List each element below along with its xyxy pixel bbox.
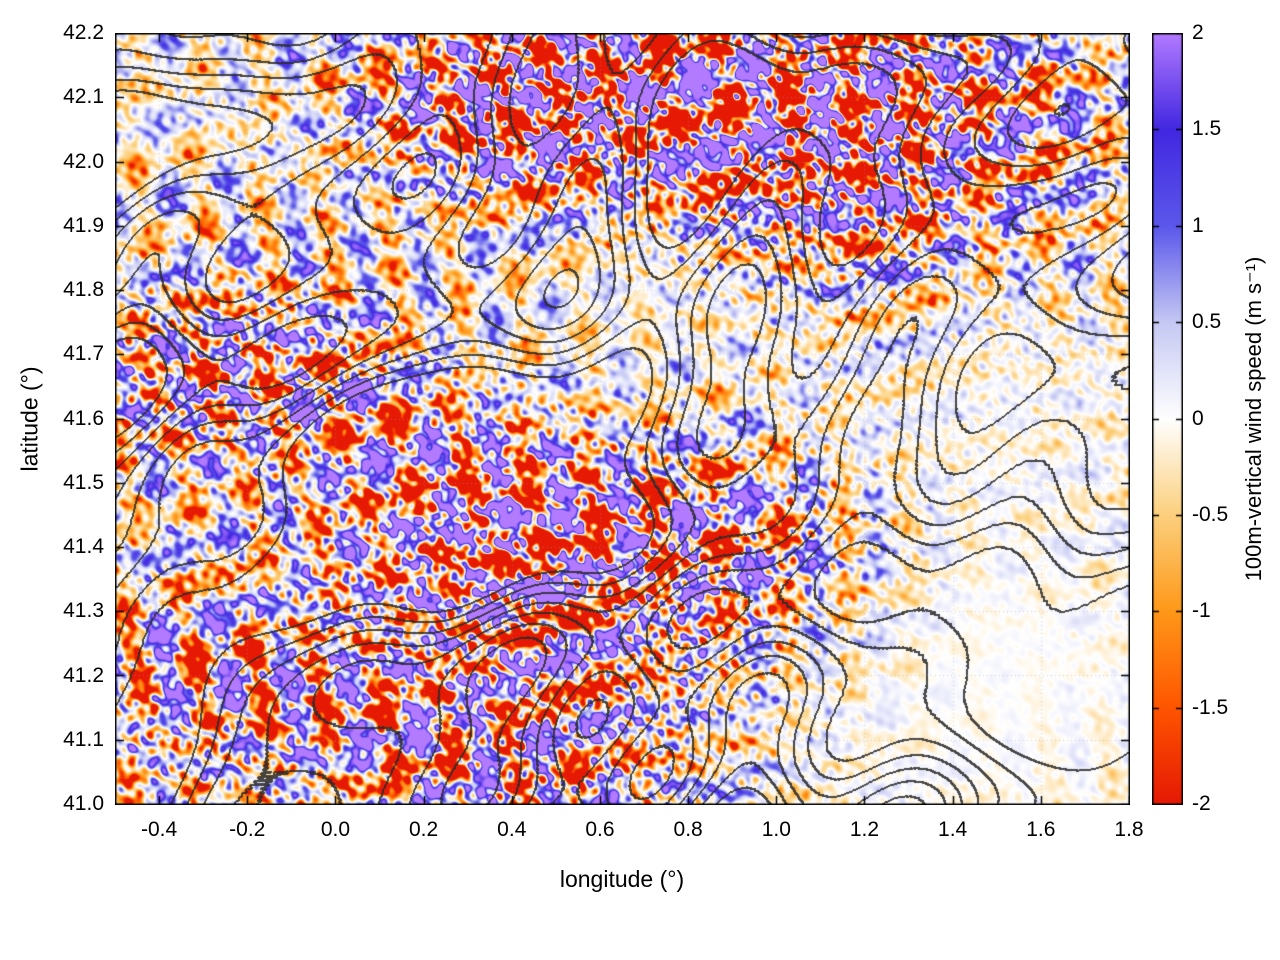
y-tick-label: 42.1 bbox=[63, 85, 104, 109]
y-tick-label: 41.7 bbox=[63, 342, 104, 366]
x-tick-label: 1.2 bbox=[849, 818, 880, 841]
colorbar-tick-label: 2 bbox=[1192, 21, 1204, 44]
x-tick-label: -0.2 bbox=[229, 818, 266, 841]
colorbar-tick-label: 1 bbox=[1192, 213, 1204, 237]
colorbar-tick-label: -1 bbox=[1192, 599, 1211, 623]
heatmap-canvas bbox=[115, 33, 1130, 805]
y-tick-label: 41.4 bbox=[63, 535, 104, 558]
x-tick-label: 0.2 bbox=[408, 818, 439, 841]
y-tick-label: 41.2 bbox=[63, 663, 104, 687]
colorbar-tick-label: -2 bbox=[1192, 792, 1211, 815]
x-tick-label: -0.4 bbox=[140, 818, 178, 841]
x-tick-label: 0.4 bbox=[497, 818, 527, 841]
y-tick-label: 41.0 bbox=[63, 792, 104, 815]
y-tick-label: 41.3 bbox=[63, 599, 104, 623]
y-tick-label: 42.2 bbox=[63, 21, 104, 44]
x-tick-label: 1.4 bbox=[938, 818, 968, 841]
x-tick-label: 0.8 bbox=[673, 818, 703, 841]
colorbar bbox=[1152, 33, 1183, 805]
x-tick-label: 1.8 bbox=[1114, 818, 1144, 841]
x-axis-label: longitude (°) bbox=[559, 866, 685, 892]
colorbar-tick-label: 1.5 bbox=[1192, 117, 1222, 141]
y-tick-label: 41.8 bbox=[63, 278, 104, 301]
colorbar-label: 100m-vertical wind speed (m s⁻¹) bbox=[1241, 256, 1266, 582]
x-tick-label: 0.0 bbox=[320, 818, 351, 841]
y-tick-label: 42.0 bbox=[63, 149, 104, 173]
colorbar-tick-label: 0 bbox=[1192, 406, 1204, 430]
colorbar-tick-label: 0.5 bbox=[1192, 310, 1222, 334]
x-tick-label: 1.6 bbox=[1026, 818, 1056, 841]
y-tick-label: 41.1 bbox=[63, 727, 104, 751]
y-axis-label: latitude (°) bbox=[16, 366, 43, 472]
colorbar-tick-label: -1.5 bbox=[1192, 695, 1229, 719]
x-tick-label: 1.0 bbox=[761, 818, 791, 841]
y-tick-label: 41.9 bbox=[63, 213, 104, 237]
y-tick-label: 41.6 bbox=[63, 406, 104, 430]
colorbar-tick-label: -0.5 bbox=[1192, 502, 1229, 526]
y-tick-label: 41.5 bbox=[63, 470, 104, 494]
x-tick-label: 0.6 bbox=[585, 818, 615, 841]
